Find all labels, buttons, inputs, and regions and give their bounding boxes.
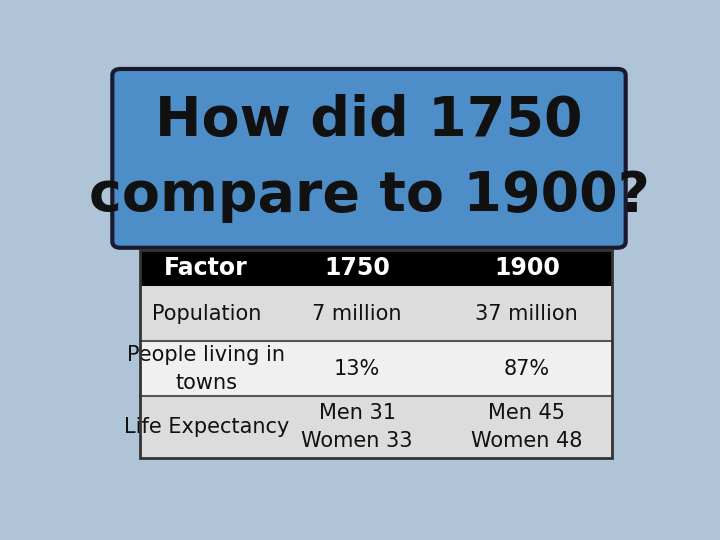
Bar xyxy=(140,250,612,458)
Bar xyxy=(140,341,612,396)
Text: 87%: 87% xyxy=(504,359,550,379)
Text: How did 1750
compare to 1900?: How did 1750 compare to 1900? xyxy=(89,94,649,223)
Text: 13%: 13% xyxy=(334,359,380,379)
FancyBboxPatch shape xyxy=(112,69,626,248)
Bar xyxy=(140,396,612,458)
Text: Life Expectancy: Life Expectancy xyxy=(124,417,289,437)
Bar xyxy=(140,250,612,286)
Text: 1750: 1750 xyxy=(324,256,390,280)
Text: Population: Population xyxy=(151,304,261,324)
Text: 37 million: 37 million xyxy=(475,304,578,324)
Bar xyxy=(140,286,612,341)
Text: Factor: Factor xyxy=(164,256,248,280)
Text: 1900: 1900 xyxy=(494,256,559,280)
Text: Men 31
Women 33: Men 31 Women 33 xyxy=(302,403,413,451)
Text: 7 million: 7 million xyxy=(312,304,402,324)
Text: People living in
towns: People living in towns xyxy=(127,345,285,393)
Text: Men 45
Women 48: Men 45 Women 48 xyxy=(471,403,582,451)
